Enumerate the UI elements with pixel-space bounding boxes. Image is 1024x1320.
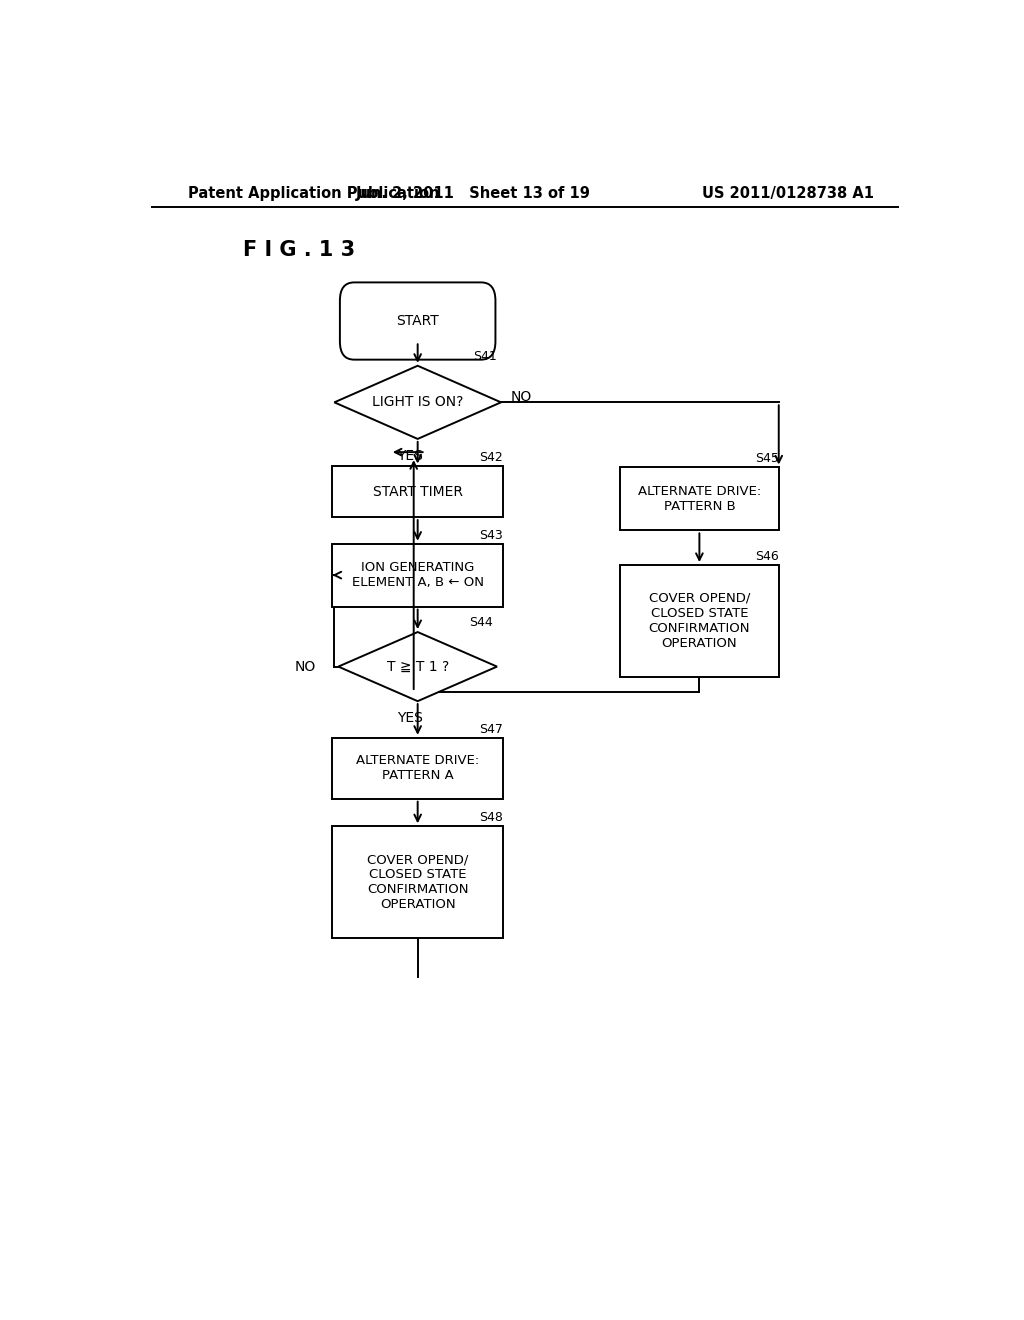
Text: S44: S44 [469, 616, 494, 630]
Text: START: START [396, 314, 439, 329]
Bar [620, 467, 778, 531]
Text: T ≧ T 1 ?: T ≧ T 1 ? [386, 660, 449, 673]
Text: S48: S48 [479, 812, 503, 824]
Bar [333, 738, 503, 799]
Text: COVER OPEND/
CLOSED STATE
CONFIRMATION
OPERATION: COVER OPEND/ CLOSED STATE CONFIRMATION O… [367, 853, 468, 911]
Text: S47: S47 [479, 723, 503, 735]
Text: COVER OPEND/
CLOSED STATE
CONFIRMATION
OPERATION: COVER OPEND/ CLOSED STATE CONFIRMATION O… [648, 591, 751, 649]
Text: US 2011/0128738 A1: US 2011/0128738 A1 [702, 186, 873, 202]
Text: NO: NO [511, 391, 531, 404]
Polygon shape [334, 366, 501, 440]
Text: S41: S41 [473, 350, 497, 363]
Text: START TIMER: START TIMER [373, 484, 463, 499]
Text: ION GENERATING
ELEMENT A, B ← ON: ION GENERATING ELEMENT A, B ← ON [351, 561, 483, 589]
Text: LIGHT IS ON?: LIGHT IS ON? [372, 395, 463, 409]
Text: YES: YES [396, 711, 423, 725]
Text: S45: S45 [755, 453, 778, 466]
Text: YES: YES [396, 449, 423, 463]
Text: S42: S42 [479, 451, 503, 465]
Polygon shape [338, 632, 497, 701]
Text: NO: NO [295, 660, 316, 673]
Bar [620, 565, 778, 677]
Text: S43: S43 [479, 528, 503, 541]
Text: Patent Application Publication: Patent Application Publication [187, 186, 439, 202]
Bar [333, 466, 503, 517]
Text: S46: S46 [755, 550, 778, 562]
Text: ALTERNATE DRIVE:
PATTERN A: ALTERNATE DRIVE: PATTERN A [356, 754, 479, 783]
Bar [333, 826, 503, 939]
Bar [333, 544, 503, 607]
FancyBboxPatch shape [340, 282, 496, 359]
Text: Jun. 2, 2011   Sheet 13 of 19: Jun. 2, 2011 Sheet 13 of 19 [355, 186, 591, 202]
Text: ALTERNATE DRIVE:
PATTERN B: ALTERNATE DRIVE: PATTERN B [638, 484, 761, 513]
Text: F I G . 1 3: F I G . 1 3 [243, 240, 355, 260]
